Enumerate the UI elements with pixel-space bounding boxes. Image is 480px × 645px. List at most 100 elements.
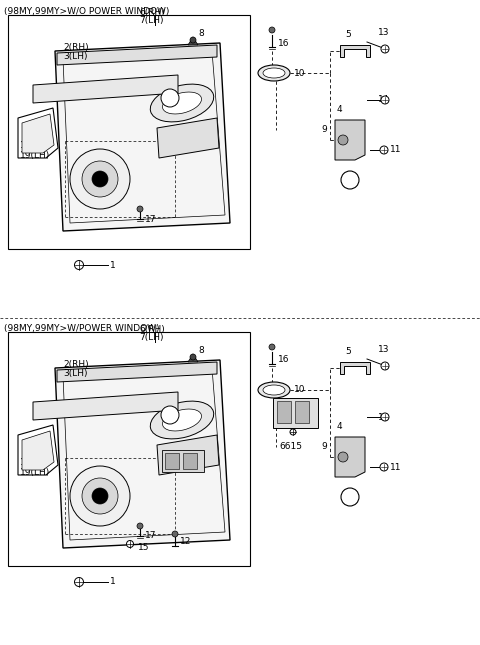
Polygon shape — [22, 431, 54, 470]
Circle shape — [381, 413, 389, 421]
Text: 7(LH): 7(LH) — [139, 333, 164, 342]
Circle shape — [172, 531, 178, 537]
Ellipse shape — [263, 385, 285, 395]
Bar — [183, 453, 197, 469]
Text: 7(LH): 7(LH) — [139, 16, 164, 25]
Polygon shape — [57, 362, 217, 382]
Bar — [273, 398, 318, 428]
Text: 10: 10 — [294, 386, 305, 395]
Text: 16: 16 — [278, 39, 289, 48]
Bar — [162, 450, 204, 472]
Text: 13: 13 — [378, 28, 389, 37]
Ellipse shape — [258, 382, 290, 398]
Text: 14: 14 — [378, 95, 389, 104]
Text: 11: 11 — [390, 462, 401, 471]
Circle shape — [290, 429, 296, 435]
Text: 5: 5 — [345, 30, 351, 39]
Text: 19(LH): 19(LH) — [20, 151, 50, 160]
Text: 18(RH): 18(RH) — [20, 141, 51, 150]
Ellipse shape — [150, 401, 214, 439]
Text: 2(RH): 2(RH) — [63, 360, 89, 369]
Circle shape — [341, 171, 359, 189]
Text: 8: 8 — [198, 346, 204, 355]
Bar — [8, 15, 250, 249]
Text: A: A — [167, 94, 173, 103]
Polygon shape — [335, 120, 365, 160]
Circle shape — [161, 406, 179, 424]
Circle shape — [161, 89, 179, 107]
Text: 19(LH): 19(LH) — [20, 468, 50, 477]
Text: A: A — [347, 493, 353, 502]
Circle shape — [70, 466, 130, 526]
Polygon shape — [340, 45, 370, 57]
Text: 15: 15 — [138, 542, 149, 551]
Polygon shape — [157, 435, 219, 475]
Circle shape — [74, 577, 84, 586]
Circle shape — [82, 478, 118, 514]
Ellipse shape — [258, 65, 290, 81]
Circle shape — [74, 261, 84, 270]
Text: 4: 4 — [337, 422, 343, 431]
Text: (98MY,99MY>W/POWER WINDOW): (98MY,99MY>W/POWER WINDOW) — [4, 324, 159, 333]
Text: 18(RH): 18(RH) — [20, 458, 51, 467]
Polygon shape — [18, 425, 58, 475]
Text: 9: 9 — [321, 125, 327, 134]
Circle shape — [127, 541, 133, 548]
Bar — [8, 332, 250, 566]
Circle shape — [137, 523, 143, 529]
Text: 3(LH): 3(LH) — [63, 369, 87, 378]
Text: 17: 17 — [145, 215, 156, 224]
Circle shape — [381, 362, 389, 370]
Circle shape — [381, 45, 389, 53]
Text: 4: 4 — [337, 105, 343, 114]
Circle shape — [137, 206, 143, 212]
Polygon shape — [335, 437, 365, 477]
Polygon shape — [33, 75, 178, 103]
Text: 16: 16 — [278, 355, 289, 364]
Text: 3(LH): 3(LH) — [63, 52, 87, 61]
Polygon shape — [33, 392, 178, 420]
Text: 1: 1 — [110, 577, 116, 586]
Circle shape — [338, 135, 348, 145]
Circle shape — [269, 344, 275, 350]
Circle shape — [381, 96, 389, 104]
Polygon shape — [18, 108, 58, 158]
Text: 6615: 6615 — [279, 442, 302, 451]
Polygon shape — [157, 118, 219, 158]
Circle shape — [92, 488, 108, 504]
Text: 13: 13 — [378, 345, 389, 354]
Ellipse shape — [263, 68, 285, 78]
Circle shape — [380, 463, 388, 471]
Text: 10: 10 — [294, 68, 305, 77]
Text: 17: 17 — [145, 531, 156, 541]
Circle shape — [380, 146, 388, 154]
Circle shape — [338, 452, 348, 462]
Polygon shape — [55, 360, 230, 548]
Text: 1: 1 — [110, 261, 116, 270]
Text: 8: 8 — [198, 29, 204, 38]
Text: 6(RH): 6(RH) — [139, 8, 165, 17]
Polygon shape — [55, 43, 230, 231]
Text: 9: 9 — [321, 442, 327, 451]
Text: A: A — [347, 175, 353, 184]
Text: 14: 14 — [378, 413, 389, 421]
Circle shape — [190, 354, 196, 360]
Ellipse shape — [163, 409, 202, 431]
Polygon shape — [188, 37, 198, 45]
Polygon shape — [188, 354, 198, 362]
Text: 6(RH): 6(RH) — [139, 325, 165, 334]
Ellipse shape — [163, 92, 202, 114]
Ellipse shape — [150, 84, 214, 122]
Circle shape — [82, 161, 118, 197]
Text: 11: 11 — [390, 146, 401, 155]
Circle shape — [341, 488, 359, 506]
Circle shape — [190, 37, 196, 43]
Bar — [277, 401, 291, 423]
Polygon shape — [22, 114, 54, 153]
Text: 2(RH): 2(RH) — [63, 43, 89, 52]
Polygon shape — [340, 362, 370, 374]
Circle shape — [92, 171, 108, 187]
Text: 12: 12 — [180, 537, 192, 546]
Circle shape — [269, 27, 275, 33]
Text: A: A — [167, 410, 173, 419]
